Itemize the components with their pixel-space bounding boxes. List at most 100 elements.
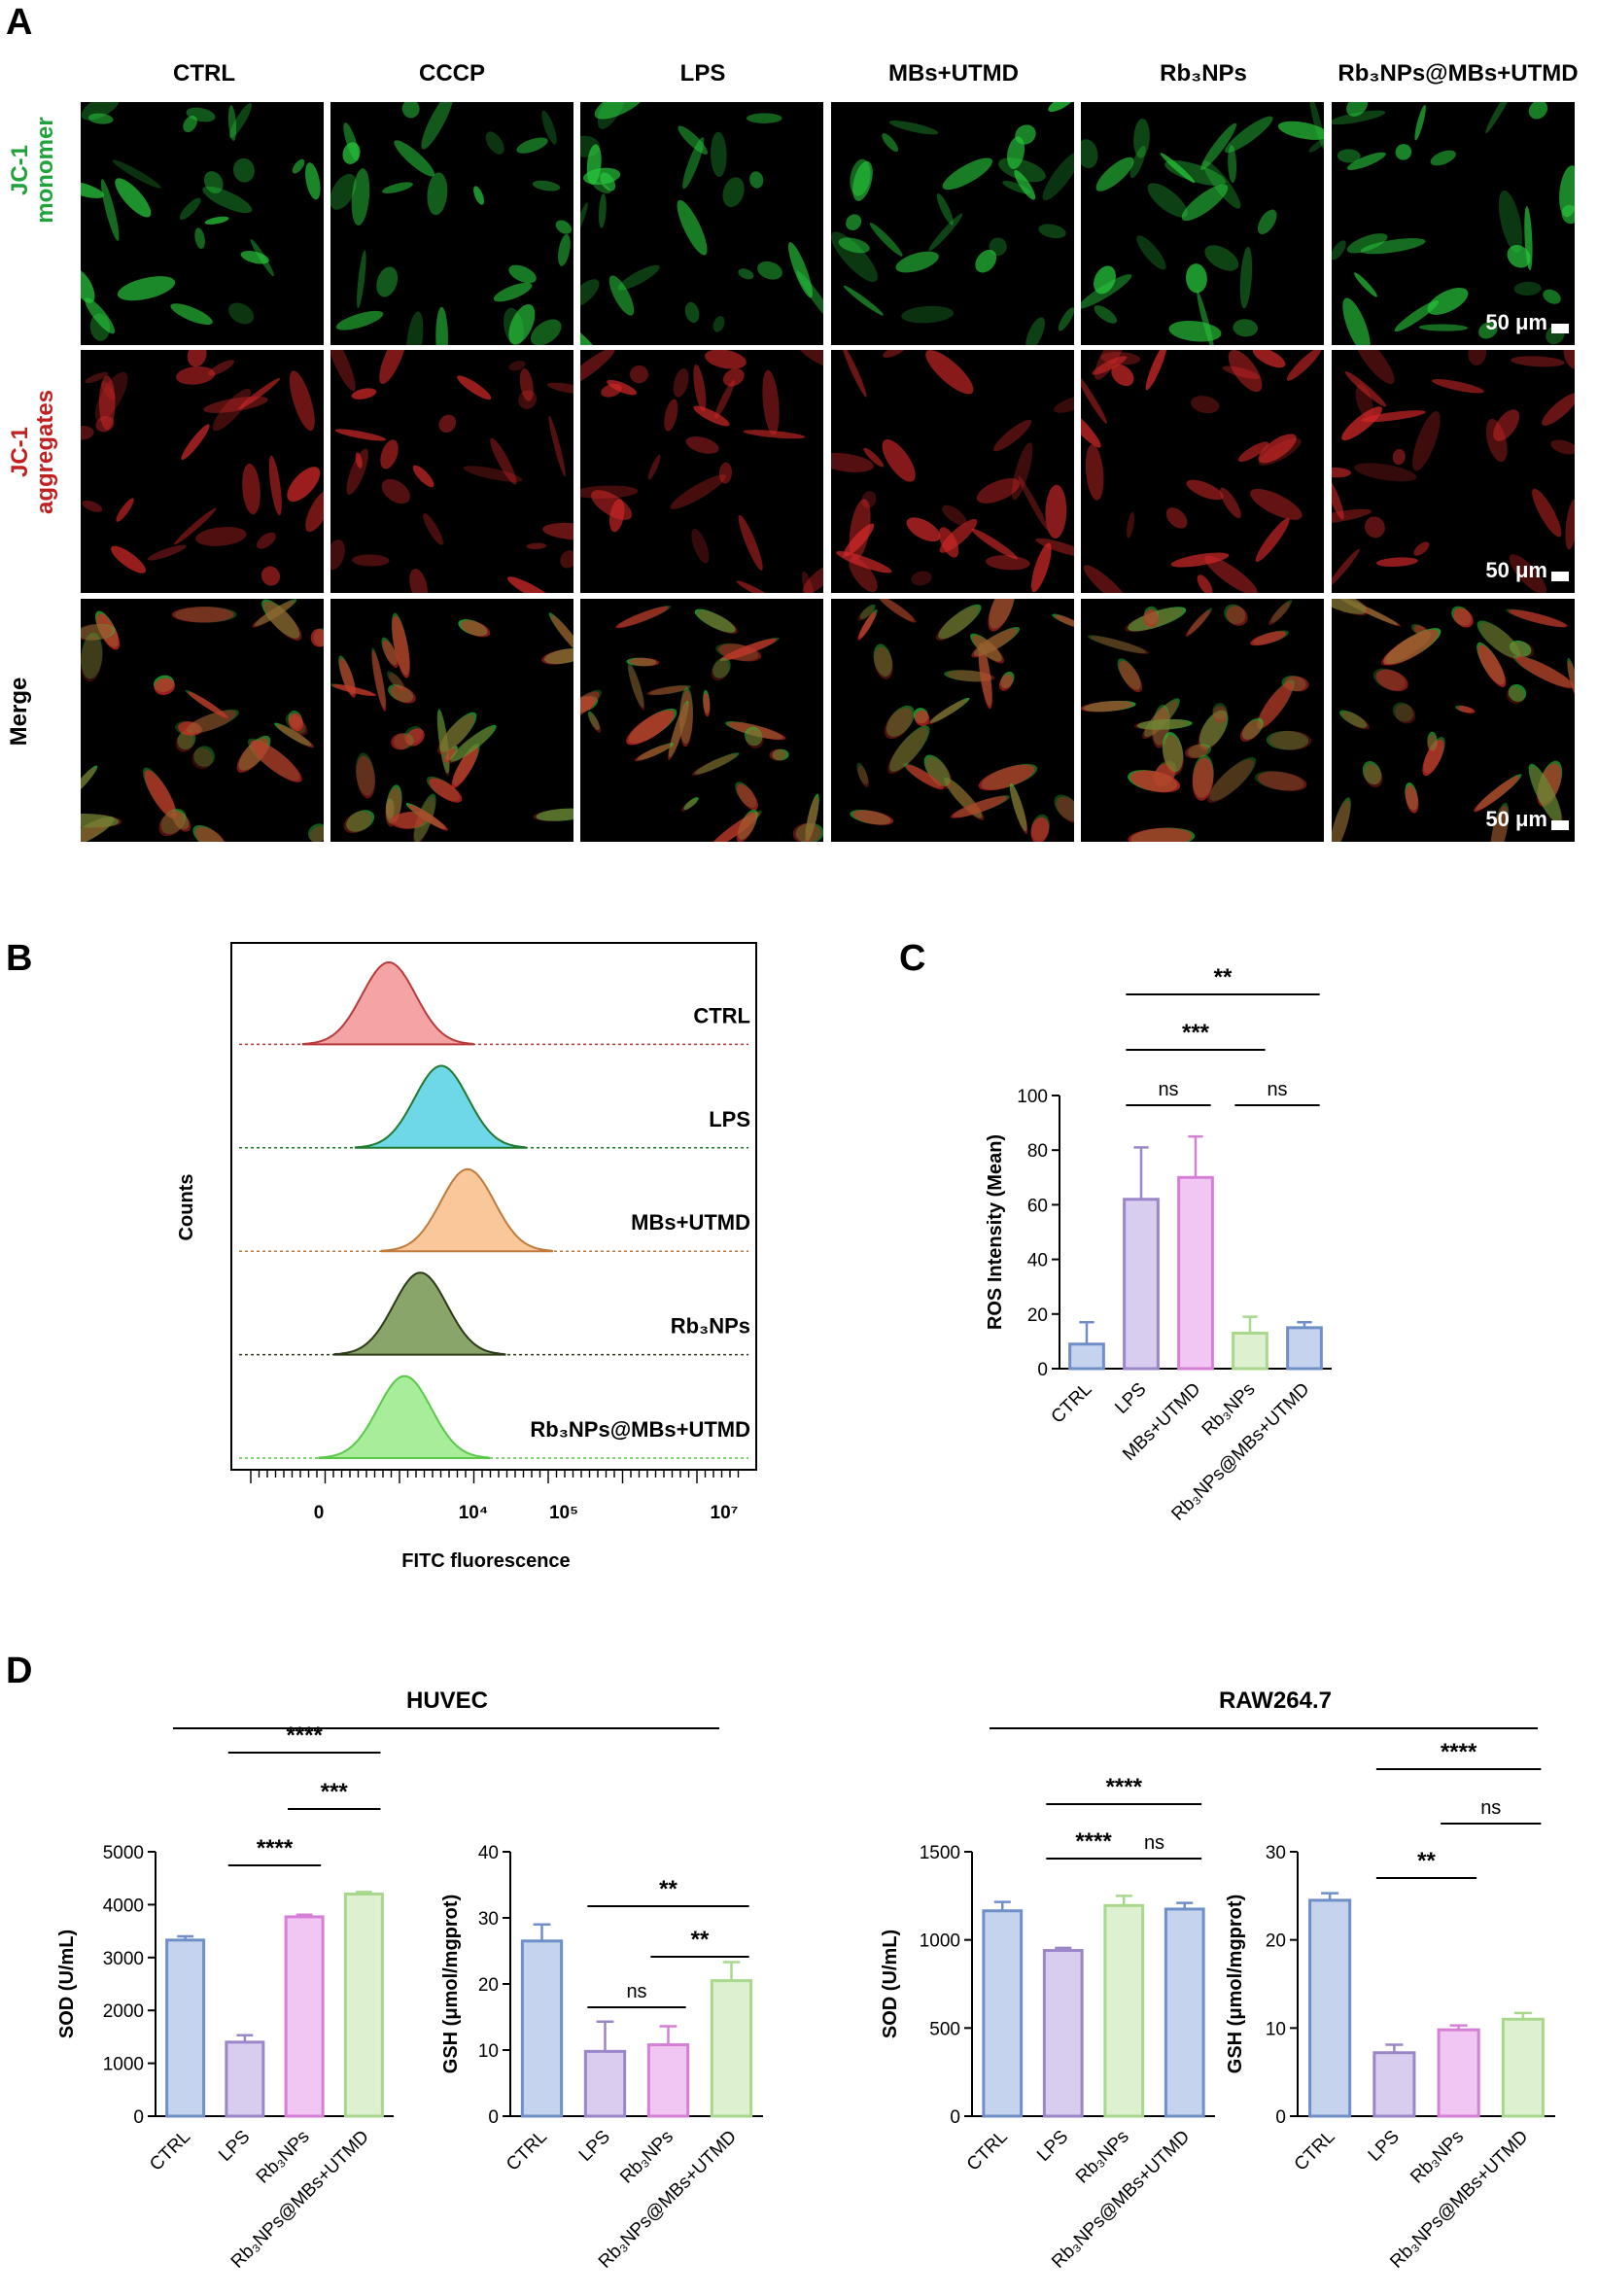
chart-ytick-label: 40 [1027,1251,1048,1271]
micrograph-red-2 [580,350,823,593]
scale-bar [1551,820,1569,830]
micrograph-merge-0 [81,599,324,842]
chart-xtick-label: LPS [575,2127,614,2166]
histogram-xtick: 10⁷ [711,1503,739,1523]
chart-ytick-label: 4000 [103,1896,144,1916]
chart-ytick-label: 100 [1017,1087,1048,1107]
histogram-peak [318,1374,491,1459]
histogram-peak [333,1271,506,1356]
panel-label-a: A [6,2,33,43]
chart-xtick-label: LPS [1111,1379,1150,1418]
chart-significance-label: ** [1417,1848,1436,1874]
chart-ytick-label: 20 [1027,1305,1048,1326]
chart-bar [583,2049,627,2118]
histogram-sample-label: CTRL [693,1003,750,1027]
chart-bar [646,2043,690,2118]
scale-bar-label: 50 μm [1485,310,1547,334]
histogram-sample-label: MBs+UTMD [631,1210,750,1235]
micrograph-green-2 [580,102,823,345]
group-header-raw: RAW264.7 [1219,1687,1332,1714]
micrograph-red-1 [330,350,573,593]
chart-ytick-label: 0 [488,2107,499,2128]
chart-bar [1164,1907,1205,2118]
histogram-xtick: 10⁵ [549,1503,578,1523]
chart-ytick-label: 0 [1275,2107,1286,2128]
chart-ytick-label: 10 [478,2041,499,2062]
chart-significance-label: **** [1106,1774,1143,1800]
chart-ytick-label: 1000 [103,2055,144,2075]
chart-bar [1501,2017,1545,2118]
chart-ytick-label: 80 [1027,1141,1048,1162]
chart-ytick-label: 60 [1027,1196,1048,1216]
scale-bar-label: 50 μm [1485,558,1547,582]
micrograph-green-0 [81,102,324,345]
histogram-sample-label: Rb₃NPs [671,1314,750,1339]
micrograph-green-1 [330,102,573,345]
chart-xtick-label: LPS [215,2127,254,2166]
chart-significance-label: ns [626,1981,646,2002]
chart-ytick-label: 1000 [920,1931,960,1952]
chart-ytick-label: 10 [1266,2019,1286,2039]
chart-significance-label: ns [1267,1079,1287,1100]
chart-bar [520,1939,564,2118]
chart-ytick-label: 20 [1266,1931,1286,1952]
chart-xtick-label: CTRL [503,2127,551,2175]
histogram-peak [355,1064,528,1149]
chart-bar [1372,2051,1416,2118]
chart-bar [1068,1342,1105,1371]
micrograph-red-5: 50 μm [1332,350,1575,593]
histogram-peak [381,1167,554,1253]
chart-ytick-label: 30 [478,1909,499,1930]
chart-significance-label: *** [321,1779,349,1805]
chart-significance-label: **** [1441,1739,1477,1765]
chart-xtick-label: CTRL [963,2127,1012,2175]
chart-bar [343,1893,384,2118]
chart-ytick-label: 0 [950,2107,960,2128]
chart-xtick-label: CTRL [146,2127,194,2175]
chart-xtick-label: CTRL [1048,1379,1096,1428]
chart-xtick-label: Rb₃NPs [1072,2127,1133,2188]
chart-significance-label: **** [257,1835,294,1861]
chart-bar [982,1909,1024,2118]
chart-ylabel: SOD (U/mL) [880,1930,901,2038]
chart-ytick-label: 0 [1037,1360,1048,1380]
chart-ytick-label: 500 [929,2019,960,2039]
chart-bar [1177,1175,1214,1371]
micrograph-merge-1 [330,599,573,842]
chart-bar [165,1938,206,2118]
chart-bar [710,1979,753,2118]
histogram-xtick: 0 [314,1503,325,1523]
chart-bar [225,2040,265,2118]
histogram-sample-label: Rb₃NPs@MBs+UTMD [530,1417,750,1442]
chart-xtick-label: LPS [1365,2127,1404,2166]
micrograph-merge-3 [831,599,1074,842]
micrograph-merge-4 [1081,599,1324,842]
scale-bar [1551,572,1569,581]
chart-significance-label: ns [1144,1832,1164,1854]
micrograph-red-0 [81,350,324,593]
panel-label-d: D [6,1651,33,1691]
col-header-ctrl: CTRL [173,60,235,87]
panel-label-b: B [6,938,33,979]
chart-ytick-label: 5000 [103,1843,144,1863]
chart-ylabel: GSH (μmol/mgprot) [440,1895,462,2073]
micrograph-green-4 [1081,102,1324,345]
col-header-rb3nps: Rb₃NPs [1160,60,1247,87]
chart-ylabel: SOD (U/mL) [56,1930,78,2038]
chart-ytick-label: 40 [478,1843,499,1863]
chart-significance-label: **** [286,1722,323,1749]
chart-ytick-label: 3000 [103,1949,144,1969]
col-header-cccp: CCCP [418,60,485,87]
chart-bar [284,1915,325,2118]
group-header-huvec: HUVEC [406,1687,488,1714]
chart-xtick-label: Rb₃NPs [616,2127,677,2188]
histogram-xtick: 10⁴ [459,1503,489,1523]
chart-ytick-label: 30 [1266,1843,1286,1863]
histogram-xlabel: FITC fluorescence [401,1550,570,1572]
chart-bar [1042,1949,1084,2118]
chart-xtick-label: CTRL [1291,2127,1339,2175]
chart-bar [1232,1331,1268,1371]
chart-significance-label: ** [659,1876,677,1902]
chart-significance-label: **** [1075,1828,1112,1855]
